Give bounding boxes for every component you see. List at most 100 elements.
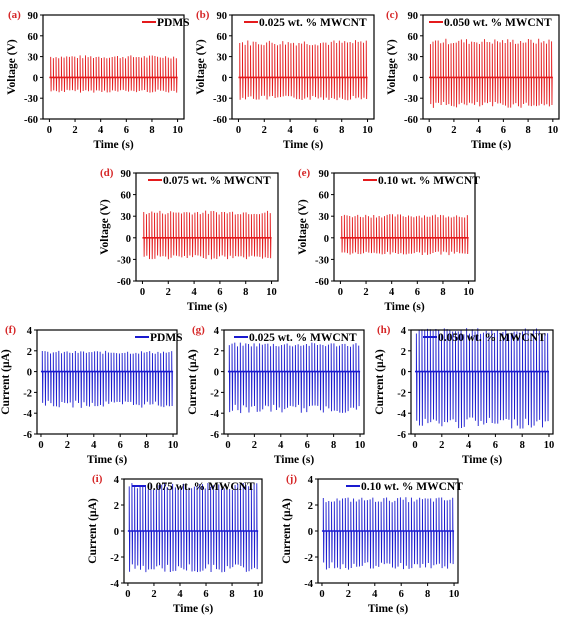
x-tick-label: 0 [47,125,52,136]
panel-label: (j) [286,473,297,485]
plot-frame [42,14,185,120]
x-tick-label: 4 [191,287,197,298]
y-tick-label: -60 [404,115,418,126]
y-axis-title: Voltage (V) [386,39,398,95]
x-tick-label: 6 [493,440,498,451]
legend-label: 0.050 wt. % MWCNT [438,332,546,344]
x-tick-label: 10 [544,440,555,451]
panel-label: (e) [298,167,311,179]
y-tick-label: 60 [408,32,419,43]
x-tick-label: 4 [278,440,284,451]
legend-label: 0.050 wt. % MWCNT [444,17,552,29]
y-tick-label: -4 [110,579,119,590]
panel-c: (c) 0 2 4 6 8 10 -60 -30 0 30 60 90 Time (s) Voltage (… [386,9,560,151]
x-tick-label: 2 [262,125,267,136]
panel-g: (g) 0 2 4 6 8 10 -6 -4 -2 0 2 4 Time (s) Current (µA) 0… [187,324,365,466]
y-tick-label: 90 [217,11,228,22]
x-tick-label: 10 [362,125,373,136]
y-tick-label: 0 [27,368,32,379]
panel-label: (f) [5,324,16,336]
x-tick-label: 2 [346,589,351,600]
y-tick-label: 0 [401,368,406,379]
y-tick-label: 0 [126,234,131,245]
x-tick-label: 0 [125,589,130,600]
legend-label: PDMS [150,332,183,344]
x-tick-label: 0 [319,589,324,600]
y-tick-label: -2 [110,553,119,564]
x-tick-label: 10 [449,589,460,600]
x-axis-title: Time (s) [93,139,134,151]
x-tick-label: 2 [166,287,171,298]
y-tick-label: -2 [210,388,219,399]
y-tick-label: 0 [308,527,313,538]
x-tick-label: 2 [451,125,456,136]
panel-b: (b) 0 2 4 6 8 10 -60 -30 0 30 60 90 Time (s) Voltage (… [195,9,375,151]
y-tick-label: -4 [397,409,406,420]
x-tick-label: 8 [149,125,154,136]
x-tick-label: 0 [236,125,241,136]
panel-a: (a) 0 2 4 6 8 10 -60 -30 0 30 60 90 Time (s) Voltage (… [6,9,190,151]
y-tick-label: 90 [28,11,39,22]
y-tick-label: -60 [213,115,227,126]
panel-j: (j) 0 2 4 6 8 10 -4 -2 0 2 4 Time (s) Current (µA) 0.1… [281,473,463,615]
y-axis-title: Voltage (V) [195,39,207,95]
legend-label: 0.075 wt. % MWCNT [147,481,255,493]
panel-label: (b) [196,9,210,21]
x-tick-label: 2 [252,440,257,451]
x-tick-label: 4 [177,589,183,600]
x-tick-label: 6 [217,287,222,298]
x-axis-title: Time (s) [87,454,128,466]
x-tick-label: 4 [476,125,482,136]
y-tick-label: 60 [319,191,330,202]
x-tick-label: 6 [203,589,208,600]
panel-e: (e) 0 2 4 6 8 10 -60 -30 0 30 60 90 Time (s) Voltage (… [297,167,480,313]
y-tick-label: -30 [24,94,38,105]
x-tick-label: 0 [412,440,417,451]
panel-label: (a) [8,9,21,21]
legend-label: 0.075 wt. % MWCNT [163,175,271,187]
x-tick-label: 2 [151,589,156,600]
x-tick-label: 0 [427,125,432,136]
x-tick-label: 4 [466,440,472,451]
x-tick-label: 10 [463,287,474,298]
x-tick-label: 8 [144,440,149,451]
y-tick-label: 2 [27,347,32,358]
y-tick-label: -2 [397,388,406,399]
signal-trace [227,342,361,414]
y-tick-label: 0 [413,73,418,84]
legend-label: 0.025 wt. % MWCNT [259,17,367,29]
y-tick-label: 0 [114,527,119,538]
y-tick-label: 60 [28,32,39,43]
y-tick-label: 60 [121,191,132,202]
y-tick-label: 0 [222,73,227,84]
x-axis-title: Time (s) [384,301,425,313]
y-axis-title: Current (µA) [187,349,199,415]
plot-frame [410,329,554,435]
y-axis-title: Current (µA) [87,498,99,564]
y-tick-label: -6 [23,430,32,441]
panel-label: (d) [100,167,114,179]
x-tick-label: 6 [415,287,420,298]
y-tick-label: 0 [324,234,329,245]
x-tick-label: 6 [118,440,123,451]
x-tick-label: 6 [305,440,310,451]
x-tick-label: 6 [501,125,506,136]
y-tick-label: 90 [319,169,330,180]
legend-label: PDMS [157,17,190,29]
y-tick-label: 2 [401,347,406,358]
x-tick-label: 8 [425,589,430,600]
y-tick-label: 30 [121,212,132,223]
y-tick-label: 4 [308,475,314,486]
y-axis-title: Voltage (V) [99,199,111,255]
signal-trace [321,497,455,570]
x-tick-label: 8 [339,125,344,136]
legend-label: 0.025 wt. % MWCNT [249,332,357,344]
y-tick-label: 30 [408,53,419,64]
x-tick-label: 10 [172,125,183,136]
x-tick-label: 6 [124,125,129,136]
panel-label: (h) [377,324,391,336]
y-tick-label: -60 [24,115,38,126]
x-axis-title: Time (s) [462,454,503,466]
plot-frame [36,329,178,435]
